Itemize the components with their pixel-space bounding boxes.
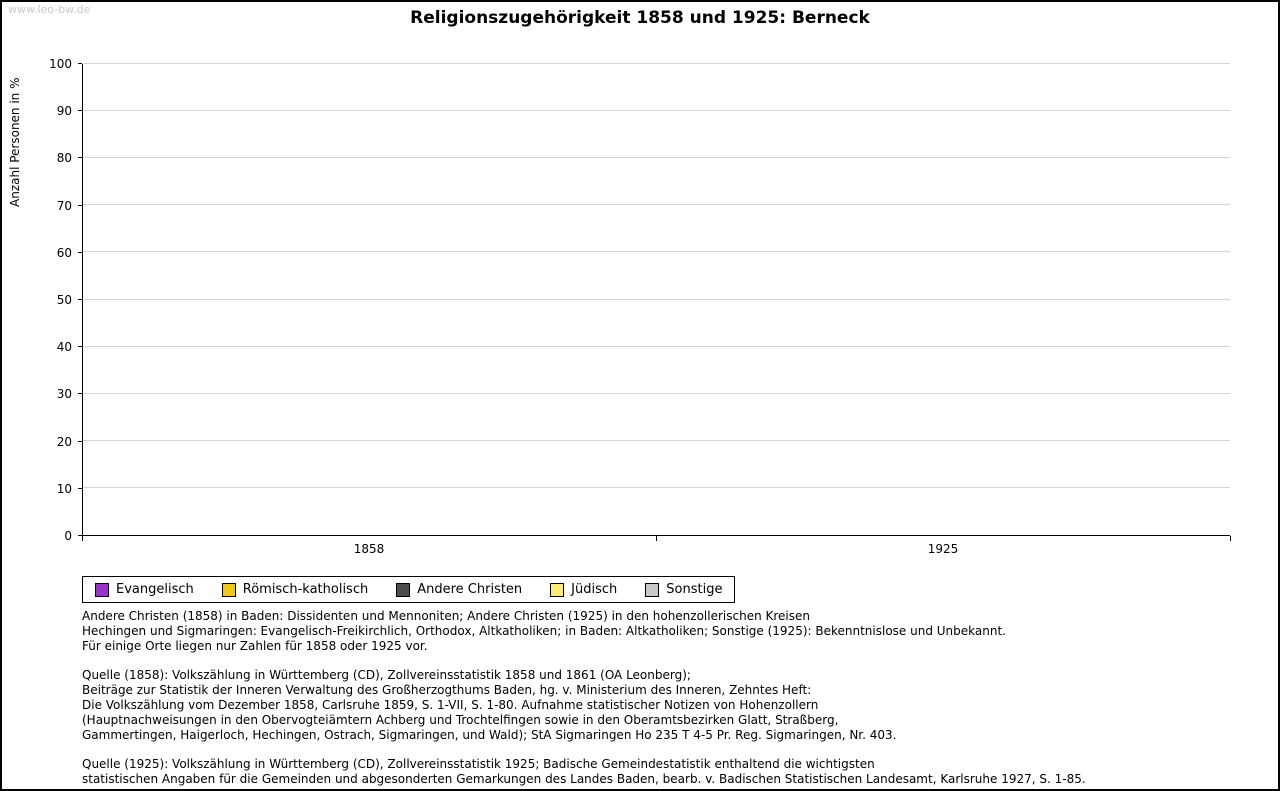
watermark: www.leo-bw.de: [8, 3, 91, 16]
note-quelle-1858: Quelle (1858): Volkszählung in Württembe…: [82, 668, 897, 742]
gridline: [83, 439, 1230, 441]
gridline: [83, 110, 1230, 112]
legend-swatch: [95, 582, 109, 597]
legend-item: Evangelisch: [95, 582, 194, 597]
legend-label: Römisch-katholisch: [242, 582, 369, 597]
y-tick-mark: [78, 251, 82, 253]
legend-item: Andere Christen: [396, 582, 522, 597]
gridline: [83, 157, 1230, 159]
y-tick-mark: [78, 204, 82, 206]
y-tick-label: 50: [56, 293, 72, 307]
y-tick-label: 0: [64, 529, 72, 543]
gridline: [83, 251, 1230, 253]
gridline: [83, 486, 1230, 488]
x-tick-label: 1858: [353, 542, 385, 556]
y-tick-label: 70: [56, 198, 72, 213]
y-tick-label: 20: [56, 434, 72, 449]
x-tick-mark: [656, 536, 657, 541]
y-tick-mark: [78, 440, 82, 442]
gridline: [83, 204, 1230, 206]
gridline: [83, 63, 1230, 64]
y-tick-label: 100: [49, 57, 72, 71]
gridline: [83, 345, 1230, 347]
chart-title: Religionszugehörigkeit 1858 und 1925: Be…: [410, 8, 870, 28]
y-tick-mark: [78, 535, 82, 536]
gridline: [83, 298, 1230, 300]
legend-label: Andere Christen: [417, 582, 523, 597]
y-tick-label: 90: [56, 104, 72, 119]
y-tick-label: 10: [56, 481, 72, 496]
footnotes: Andere Christen (1858) in Baden: Disside…: [82, 609, 1212, 789]
y-tick-mark: [78, 157, 82, 159]
legend-item: Sonstige: [645, 582, 722, 597]
gridline: [83, 392, 1230, 394]
x-tick-mark: [82, 536, 83, 541]
x-tick-label: 1925: [927, 542, 959, 556]
legend-item: Jüdisch: [550, 582, 617, 597]
note-andere-christen: Andere Christen (1858) in Baden: Disside…: [82, 609, 1006, 653]
y-tick-label: 60: [56, 245, 72, 260]
legend-swatch: [396, 582, 411, 597]
y-tick-mark: [78, 393, 82, 395]
y-tick-mark: [78, 299, 82, 300]
x-tick-mark: [1230, 536, 1231, 541]
y-tick-mark: [78, 110, 82, 112]
legend-item: Römisch-katholisch: [221, 582, 369, 597]
y-tick-label: 80: [56, 151, 72, 166]
legend-swatch: [221, 582, 236, 597]
legend-label: Sonstige: [666, 582, 723, 597]
y-tick-mark: [78, 63, 82, 64]
y-tick-mark: [78, 346, 82, 348]
legend-label: Evangelisch: [116, 582, 194, 597]
plot-area: [82, 63, 1230, 536]
y-tick-label: 30: [56, 387, 72, 402]
x-axis: 1858 1925: [82, 536, 1231, 562]
legend-swatch: [550, 582, 565, 597]
note-quelle-1925: Quelle (1925): Volkszählung in Württembe…: [82, 757, 1086, 786]
y-tick-label: 40: [56, 340, 72, 355]
y-tick-mark: [78, 487, 82, 489]
legend-label: Jüdisch: [571, 582, 618, 597]
legend: Evangelisch Römisch-katholisch Andere Chri…: [82, 576, 736, 603]
y-axis: 0 10 20 30 40 50 60 70 80 90 100: [2, 57, 82, 543]
legend-swatch: [645, 582, 660, 597]
